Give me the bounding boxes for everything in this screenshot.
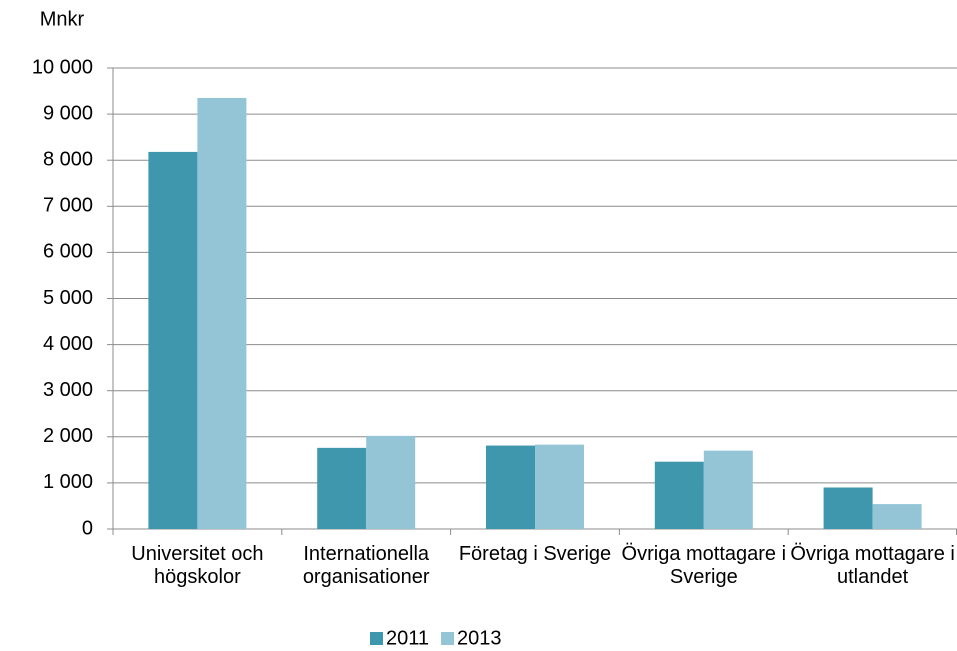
- bar: [197, 97, 247, 529]
- x-tick-label: Internationella organisationer: [302, 543, 430, 588]
- x-tick-label: Övriga mottagare i Sverige: [621, 543, 787, 588]
- legend-swatch: [370, 632, 383, 645]
- y-tick-label: 5 000: [43, 287, 93, 309]
- bar: [317, 447, 367, 529]
- y-tick-label: 10 000: [32, 56, 93, 78]
- y-axis-label: Mnkr: [40, 8, 85, 30]
- bar: [148, 151, 198, 530]
- bar: [535, 444, 584, 529]
- y-tick-label: 3 000: [43, 379, 93, 401]
- y-tick-label: 9 000: [43, 102, 93, 124]
- y-tick-label: 1 000: [43, 471, 93, 493]
- y-tick-label: 6 000: [43, 241, 93, 263]
- x-tick-label: Övriga mottagare i utlandet: [790, 543, 955, 588]
- bar: [486, 445, 535, 529]
- legend-swatch: [441, 632, 455, 645]
- legend-label: 2011: [386, 627, 429, 649]
- bar: [703, 450, 753, 529]
- bar: [872, 504, 922, 529]
- x-tick-label: Företag i Sverige: [458, 543, 612, 565]
- legend-label: 2013: [457, 627, 502, 649]
- y-tick-label: 0: [82, 517, 93, 539]
- y-tick-label: 2 000: [43, 425, 93, 447]
- bar: [654, 461, 704, 529]
- bar: [823, 487, 873, 529]
- x-tick-label: Universitet och högskolor: [131, 543, 264, 588]
- bar: [366, 435, 416, 529]
- y-tick-label: 7 000: [43, 195, 93, 217]
- y-tick-label: 4 000: [43, 333, 93, 355]
- y-tick-label: 8 000: [43, 148, 93, 170]
